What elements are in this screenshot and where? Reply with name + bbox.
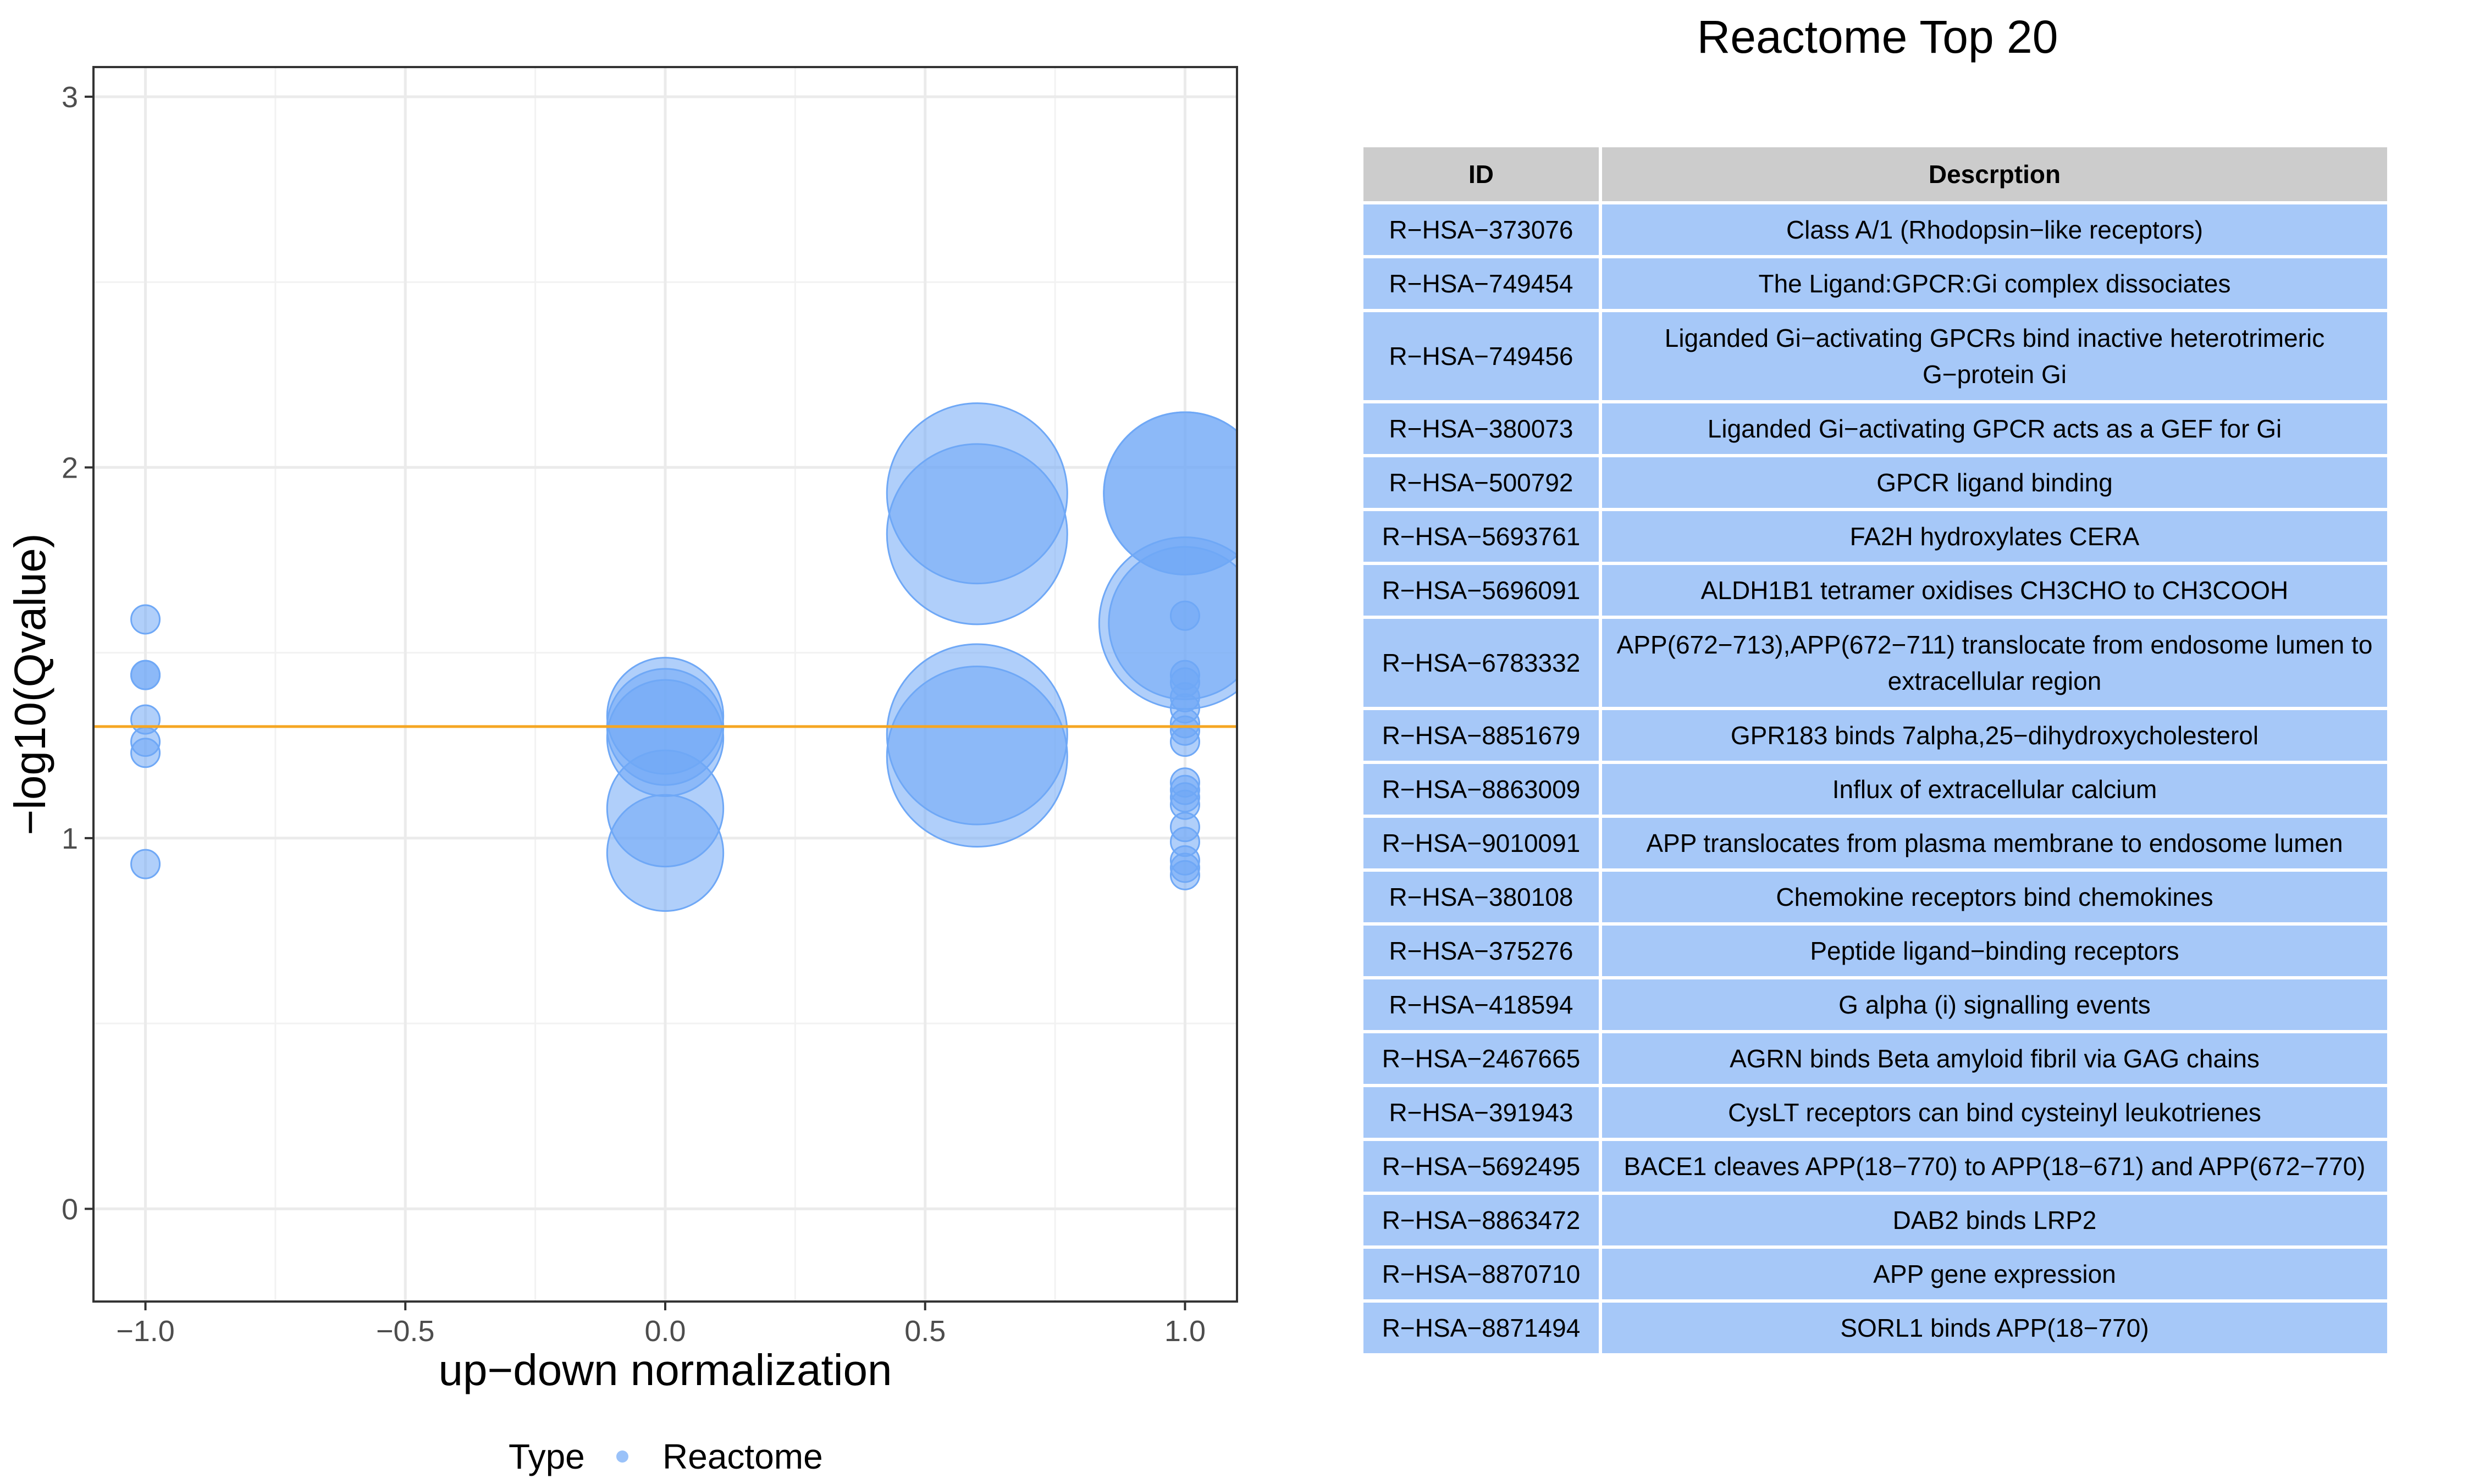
table-title: Reactome Top 20	[1697, 11, 2058, 63]
data-point	[1169, 727, 1200, 757]
legend-label-reactome: Reactome	[662, 1437, 823, 1476]
header-id: ID	[1360, 144, 1602, 204]
cell-description: APP translocates from plasma membrane to…	[1599, 815, 2390, 872]
table-header-row: ID Descrption	[1360, 144, 2390, 204]
cell-id: R−HSA−6783332	[1360, 616, 1602, 710]
cell-id: R−HSA−380073	[1360, 400, 1602, 457]
cell-description: Peptide ligand−binding receptors	[1599, 922, 2390, 979]
table-row: R−HSA−8863472 DAB2 binds LRP2	[1360, 1192, 2390, 1249]
cell-id: R−HSA−8863009	[1360, 761, 1602, 818]
cell-description: GPCR ligand binding	[1599, 454, 2390, 511]
x-tick-label: 0.5	[904, 1315, 946, 1348]
cell-id: R−HSA−5693761	[1360, 508, 1602, 565]
cell-description: Class A/1 (Rhodopsin−like receptors)	[1599, 201, 2390, 258]
cell-description: GPR183 binds 7alpha,25−dihydroxycholeste…	[1599, 707, 2390, 764]
table-row: R−HSA−500792 GPCR ligand binding	[1360, 454, 2390, 511]
table-row: R−HSA−5693761 FA2H hydroxylates CERA	[1360, 508, 2390, 565]
x-axis-title: up−down normalization	[439, 1345, 892, 1394]
cell-description: FA2H hydroxylates CERA	[1599, 508, 2390, 565]
cell-description: Influx of extracellular calcium	[1599, 761, 2390, 818]
cell-description: G alpha (i) signalling events	[1599, 976, 2390, 1033]
x-tick-label: 1.0	[1164, 1315, 1206, 1348]
cell-description: ALDH1B1 tetramer oxidises CH3CHO to CH3C…	[1599, 562, 2390, 619]
cell-id: R−HSA−8871494	[1360, 1299, 1602, 1356]
table-row: R−HSA−5696091 ALDH1B1 tetramer oxidises C…	[1360, 562, 2390, 619]
header-description: Descrption	[1599, 144, 2390, 204]
table-row: R−HSA−749456 Liganded Gi−activating GPCRs…	[1360, 309, 2390, 403]
cell-description: DAB2 binds LRP2	[1599, 1192, 2390, 1249]
data-point	[130, 849, 161, 879]
cell-description: APP gene expression	[1599, 1245, 2390, 1303]
table-row: R−HSA−2467665 AGRN binds Beta amyloid fib…	[1360, 1030, 2390, 1087]
legend-title: Type	[509, 1437, 585, 1476]
y-tick-label: 2	[62, 451, 78, 484]
cell-id: R−HSA−749454	[1360, 255, 1602, 312]
cell-id: R−HSA−391943	[1360, 1084, 1602, 1141]
cell-id: R−HSA−373076	[1360, 201, 1602, 258]
cell-id: R−HSA−380108	[1360, 868, 1602, 926]
data-point	[130, 738, 161, 768]
table-row: R−HSA−5692495 BACE1 cleaves APP(18−770) t…	[1360, 1138, 2390, 1195]
x-tick-label: 0.0	[644, 1315, 686, 1348]
cell-id: R−HSA−375276	[1360, 922, 1602, 979]
cell-id: R−HSA−8870710	[1360, 1245, 1602, 1303]
cell-description: BACE1 cleaves APP(18−770) to APP(18−671)…	[1599, 1138, 2390, 1195]
table-row: R−HSA−8851679 GPR183 binds 7alpha,25−dihy…	[1360, 707, 2390, 764]
cell-description: Chemokine receptors bind chemokines	[1599, 868, 2390, 926]
table-row: R−HSA−375276 Peptide ligand−binding recep…	[1360, 922, 2390, 979]
x-tick-label: −0.5	[376, 1315, 435, 1348]
data-point	[1169, 600, 1200, 631]
table-row: R−HSA−9010091 APP translocates from plasm…	[1360, 815, 2390, 872]
data-point	[886, 666, 1068, 848]
cell-id: R−HSA−8863472	[1360, 1192, 1602, 1249]
cell-description: Liganded Gi−activating GPCR acts as a GE…	[1599, 400, 2390, 457]
y-tick-label: 0	[62, 1193, 78, 1226]
table-row: R−HSA−373076 Class A/1 (Rhodopsin−like re…	[1360, 201, 2390, 258]
table-row: R−HSA−8871494 SORL1 binds APP(18−770)	[1360, 1299, 2390, 1356]
table-row: R−HSA−380073 Liganded Gi−activating GPCR …	[1360, 400, 2390, 457]
plot-area: −1.0 −0.5 0.0 0.5 1.0 0 1 2 3 up−down normalizati…	[5, 66, 1238, 1476]
data-point	[130, 660, 161, 690]
data-point	[130, 604, 161, 635]
cell-description: SORL1 binds APP(18−770)	[1599, 1299, 2390, 1356]
y-tick-label: 3	[62, 81, 78, 114]
cell-id: R−HSA−5696091	[1360, 562, 1602, 619]
x-tick-label: −1.0	[116, 1315, 175, 1348]
pathway-table: ID Descrption R−HSA−373076 Class A/1 (Rho…	[1360, 144, 2390, 1356]
cell-description: The Ligand:GPCR:Gi complex dissociates	[1599, 255, 2390, 312]
cell-description: APP(672−713),APP(672−711) translocate fr…	[1599, 616, 2390, 710]
data-point	[886, 443, 1068, 625]
table-row: R−HSA−8863009 Influx of extracellular cal…	[1360, 761, 2390, 818]
cell-id: R−HSA−2467665	[1360, 1030, 1602, 1087]
cell-description: CysLT receptors can bind cysteinyl leuko…	[1599, 1084, 2390, 1141]
cell-id: R−HSA−749456	[1360, 309, 1602, 403]
cell-id: R−HSA−8851679	[1360, 707, 1602, 764]
data-point	[606, 794, 725, 912]
table-row: R−HSA−6783332 APP(672−713),APP(672−711) t…	[1360, 616, 2390, 710]
cell-id: R−HSA−418594	[1360, 976, 1602, 1033]
bubble-chart: −1.0 −0.5 0.0 0.5 1.0 0 1 2 3 up−down normalizati…	[5, 66, 1238, 1476]
table-row: R−HSA−418594 G alpha (i) signalling event…	[1360, 976, 2390, 1033]
table-row: R−HSA−391943 CysLT receptors can bind cys…	[1360, 1084, 2390, 1141]
legend-key-reactome	[616, 1450, 628, 1463]
table-row: R−HSA−8870710 APP gene expression	[1360, 1245, 2390, 1303]
cell-id: R−HSA−500792	[1360, 454, 1602, 511]
table-row: R−HSA−749454 The Ligand:GPCR:Gi complex d…	[1360, 255, 2390, 312]
cell-description: AGRN binds Beta amyloid fibril via GAG c…	[1599, 1030, 2390, 1087]
cell-id: R−HSA−5692495	[1360, 1138, 1602, 1195]
data-point	[1169, 860, 1200, 890]
cell-id: R−HSA−9010091	[1360, 815, 1602, 872]
cell-description: Liganded Gi−activating GPCRs bind inacti…	[1599, 309, 2390, 403]
table-row: R−HSA−380108 Chemokine receptors bind che…	[1360, 868, 2390, 926]
y-axis-title: −log10(Qvalue)	[5, 533, 54, 835]
y-tick-label: 1	[62, 822, 78, 855]
